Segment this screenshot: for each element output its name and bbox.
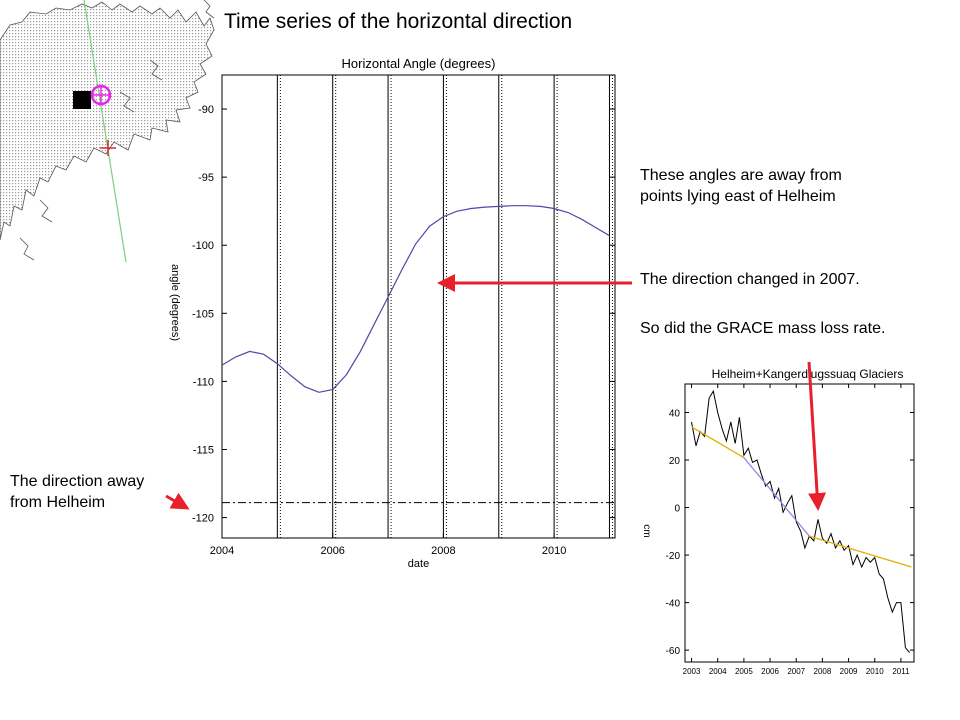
chart-title: Helheim+Kangerdlugssuaq Glaciers: [712, 367, 904, 381]
profile-line: [83, 0, 127, 263]
coastline-detail: [19, 0, 215, 261]
x-tick-label: 2005: [735, 667, 753, 676]
x-tick-label: 2008: [814, 667, 832, 676]
plus-marker: [100, 140, 116, 156]
angle-series-line: [221, 205, 610, 393]
x-tick-label: 2004: [709, 667, 727, 676]
east-points-note-line: These angles are away from: [640, 167, 842, 184]
y-tick-label: -40: [666, 599, 681, 610]
x-tick-label: 2006: [761, 667, 779, 676]
map-inset: [0, 0, 215, 263]
y-tick-label: 20: [669, 456, 681, 467]
grace-series-line: [691, 389, 910, 653]
east-points-note: These angles are away from points lying …: [640, 165, 842, 207]
y-tick-label: -90: [198, 104, 214, 116]
x-axis-label: date: [408, 558, 429, 570]
plot-frame: [221, 74, 616, 539]
grace-fit-late-line: [809, 535, 912, 568]
x-tick-label: 2008: [431, 545, 455, 557]
x-tick-label: 2007: [787, 667, 805, 676]
y-tick-label: 40: [669, 409, 681, 420]
direction-away-note-line: from Helheim: [10, 494, 106, 511]
x-tick-label: 2010: [542, 545, 566, 557]
x-tick-label: 2006: [320, 545, 344, 557]
grace-fit-early-line: [691, 426, 745, 459]
y-axis-label: angle (degrees): [169, 264, 181, 341]
y-tick-label: -95: [198, 172, 214, 184]
x-tick-label: 2009: [840, 667, 858, 676]
y-tick-label: -20: [666, 551, 681, 562]
grace-loss-note: So did the GRACE mass loss rate.: [640, 320, 886, 337]
plot-frame: [684, 383, 915, 663]
y-axis-label: cm: [641, 524, 652, 537]
x-tick-label: 2010: [866, 667, 884, 676]
y-tick-label: -100: [192, 240, 214, 252]
y-tick-label: -105: [192, 308, 214, 320]
grace-mass-chart: 40 20 0 -20 -40 -60 2003 2004 2005 2006 2007 2008 20…: [641, 367, 915, 676]
grace-fit-middle-line: [743, 457, 810, 537]
y-tick-label: -110: [193, 376, 214, 388]
station-square-marker: [73, 91, 91, 109]
coastline-map: [0, 1, 215, 241]
y-tick-label: -115: [193, 444, 214, 456]
direction-away-note-line: The direction away: [10, 473, 145, 490]
y-tick-label: 0: [674, 504, 680, 515]
y-tick-label: -120: [192, 513, 214, 525]
direction-away-note: The direction away from Helheim: [10, 471, 144, 513]
x-tick-label: 2003: [683, 667, 701, 676]
direction-changed-note: The direction changed in 2007.: [640, 271, 860, 288]
x-tick-label: 2011: [892, 667, 910, 676]
chart-title: Horizontal Angle (degrees): [342, 56, 496, 71]
target-circle-marker: [90, 84, 112, 106]
east-points-note-line: points lying east of Helheim: [640, 188, 836, 205]
x-tick-label: 2004: [210, 545, 234, 557]
horizontal-angle-chart: -90 -95 -100 -105 -110 -115 -120 2004 2006 2008 20…: [169, 56, 616, 570]
slide-title: Time series of the horizontal direction: [224, 10, 573, 33]
y-tick-label: -60: [666, 646, 681, 657]
